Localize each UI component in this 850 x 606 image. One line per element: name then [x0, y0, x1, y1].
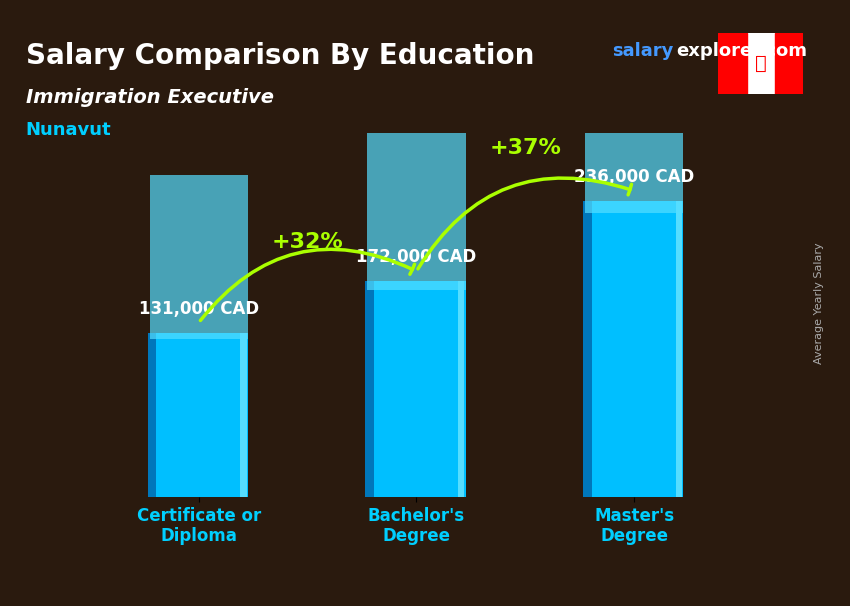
Bar: [240, 333, 246, 497]
Bar: [718, 33, 746, 94]
Text: Nunavut: Nunavut: [26, 121, 111, 139]
Text: 🍁: 🍁: [755, 54, 767, 73]
Text: 236,000 CAD: 236,000 CAD: [575, 168, 694, 186]
Bar: [586, 201, 683, 497]
Bar: [458, 281, 464, 497]
Bar: [367, 75, 466, 290]
Bar: [150, 333, 247, 497]
Bar: [367, 281, 466, 497]
Text: salary: salary: [612, 42, 673, 61]
Bar: [586, 0, 683, 213]
Text: Average Yearly Salary: Average Yearly Salary: [814, 242, 824, 364]
Text: 131,000 CAD: 131,000 CAD: [139, 299, 258, 318]
Text: explorer.com: explorer.com: [677, 42, 808, 61]
Text: Immigration Executive: Immigration Executive: [26, 88, 274, 107]
Bar: [746, 33, 775, 94]
Text: +37%: +37%: [490, 138, 561, 158]
Bar: [775, 33, 803, 94]
Text: 172,000 CAD: 172,000 CAD: [356, 248, 477, 266]
Bar: [148, 333, 156, 497]
Text: Salary Comparison By Education: Salary Comparison By Education: [26, 42, 534, 70]
Bar: [676, 201, 683, 497]
Bar: [583, 201, 592, 497]
Text: +32%: +32%: [272, 233, 343, 253]
Bar: [150, 175, 247, 339]
Bar: [366, 281, 374, 497]
